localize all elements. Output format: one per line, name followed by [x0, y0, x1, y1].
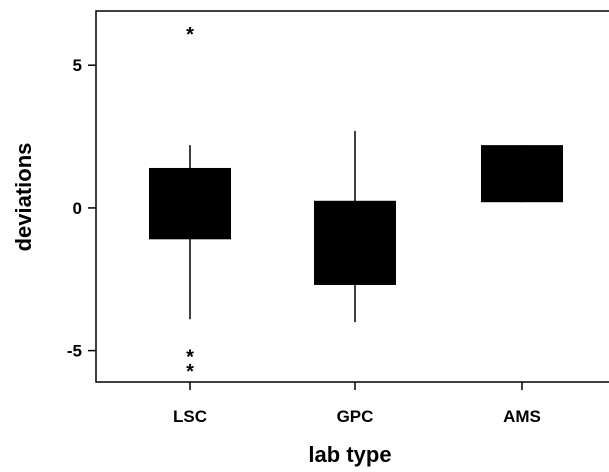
- box-gpc: [314, 130, 396, 323]
- x-tick-label: AMS: [503, 407, 541, 426]
- box-body: [149, 167, 231, 240]
- box-series: ***: [149, 24, 563, 383]
- outlier-point: *: [186, 361, 194, 383]
- x-tick-label: LSC: [173, 407, 207, 426]
- y-axis: -5 0 5: [67, 56, 96, 361]
- y-axis-title: deviations: [11, 143, 36, 252]
- y-tick-label: 5: [73, 56, 82, 75]
- outlier-point: *: [186, 24, 194, 46]
- plot-frame: [95, 10, 609, 383]
- y-tick-label: 0: [73, 199, 82, 218]
- box-body: [314, 200, 396, 285]
- box-body: [481, 145, 563, 203]
- outlier-point: *: [186, 347, 194, 369]
- x-axis: LSC GPC AMS: [173, 382, 541, 426]
- box-lsc: ***: [149, 24, 231, 383]
- y-tick-label: -5: [67, 342, 82, 361]
- x-tick-label: GPC: [337, 407, 374, 426]
- x-axis-title: lab type: [308, 442, 391, 467]
- box-ams: [481, 145, 563, 203]
